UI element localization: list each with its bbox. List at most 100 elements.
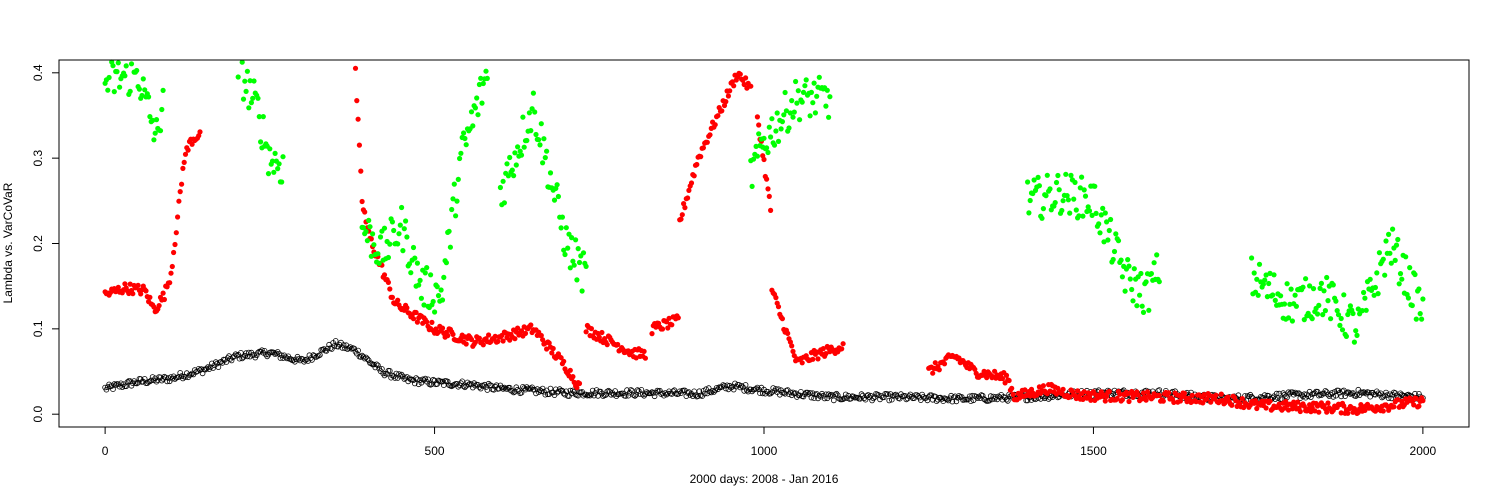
data-point: [787, 110, 794, 116]
data-point: [127, 88, 133, 94]
data-point: [1392, 257, 1398, 263]
data-point: [1287, 301, 1293, 307]
data-point: [480, 383, 487, 389]
data-point: [796, 392, 803, 399]
data-point: [515, 325, 521, 331]
data-point: [785, 330, 791, 336]
data-point: [812, 110, 819, 116]
data-point: [1295, 399, 1301, 405]
data-point: [1151, 260, 1157, 266]
data-point: [1239, 396, 1245, 402]
data-point: [704, 139, 710, 145]
data-point: [1117, 391, 1123, 397]
data-point: [1156, 392, 1162, 398]
data-point: [558, 355, 564, 361]
data-point: [459, 378, 466, 385]
data-point: [1324, 409, 1330, 415]
data-point: [522, 330, 529, 336]
data-point: [1301, 317, 1307, 323]
data-point: [1135, 392, 1141, 398]
data-point: [251, 78, 257, 84]
data-point: [1134, 303, 1140, 309]
data-point: [1119, 274, 1125, 280]
x-tick-label: 2000: [1410, 444, 1437, 458]
data-point: [106, 74, 112, 81]
data-point: [276, 161, 282, 167]
data-point: [649, 389, 655, 395]
data-point: [455, 383, 462, 390]
data-point: [188, 371, 194, 378]
data-point: [1086, 208, 1093, 214]
data-point: [605, 387, 612, 394]
data-point: [1079, 174, 1085, 180]
data-point: [1129, 286, 1135, 293]
data-point: [1067, 394, 1073, 400]
data-point: [496, 385, 502, 392]
data-point: [331, 343, 338, 349]
data-point: [794, 100, 800, 106]
data-point: [532, 109, 538, 115]
data-point: [981, 368, 987, 374]
data-point: [769, 116, 775, 122]
data-point: [570, 258, 576, 264]
data-point: [364, 238, 370, 244]
data-point: [1419, 316, 1425, 322]
data-point: [1126, 398, 1132, 405]
data-point: [571, 388, 577, 395]
data-point: [1393, 242, 1400, 248]
data-point: [635, 388, 642, 394]
data-point: [528, 128, 534, 134]
data-point: [588, 326, 595, 332]
y-tick-label: 0.4: [31, 64, 45, 81]
data-point: [775, 304, 782, 310]
data-point: [311, 353, 318, 359]
data-point: [828, 391, 834, 398]
data-point: [1072, 179, 1078, 185]
data-point: [1285, 315, 1292, 321]
data-point: [541, 136, 547, 142]
data-point: [1325, 400, 1331, 406]
data-point: [643, 389, 650, 395]
data-point: [128, 61, 135, 67]
data-point: [1385, 395, 1392, 401]
data-point: [495, 338, 501, 345]
data-point: [317, 352, 323, 358]
data-point: [974, 395, 981, 401]
data-point: [542, 155, 548, 161]
data-point: [1068, 172, 1074, 178]
data-point: [159, 377, 165, 384]
data-point: [823, 103, 829, 109]
data-point: [534, 386, 541, 392]
data-point: [1181, 390, 1187, 396]
data-point: [779, 119, 786, 125]
data-point: [1272, 297, 1278, 303]
data-point: [1027, 197, 1033, 204]
data-point: [1006, 377, 1012, 384]
data-point: [1353, 328, 1359, 334]
data-point: [705, 385, 712, 391]
data-point: [538, 121, 544, 127]
data-point: [840, 396, 846, 403]
data-point: [1343, 333, 1349, 339]
data-point: [651, 393, 658, 400]
data-point: [406, 261, 413, 267]
data-point: [265, 171, 272, 177]
data-point: [116, 383, 123, 390]
data-point: [504, 161, 510, 167]
data-point: [526, 110, 533, 116]
data-point: [150, 117, 156, 123]
data-point: [521, 385, 527, 391]
data-point: [114, 69, 120, 75]
x-axis-label: 2000 days: 2008 - Jan 2016: [690, 472, 839, 486]
data-point: [992, 368, 998, 374]
data-point: [1371, 292, 1377, 298]
data-point: [642, 355, 649, 361]
data-point: [691, 173, 697, 179]
data-point: [395, 297, 401, 303]
data-point: [1271, 272, 1277, 278]
data-point: [675, 315, 681, 321]
data-point: [480, 342, 486, 348]
data-point: [574, 277, 580, 283]
data-point: [181, 159, 187, 165]
data-point: [540, 160, 546, 166]
